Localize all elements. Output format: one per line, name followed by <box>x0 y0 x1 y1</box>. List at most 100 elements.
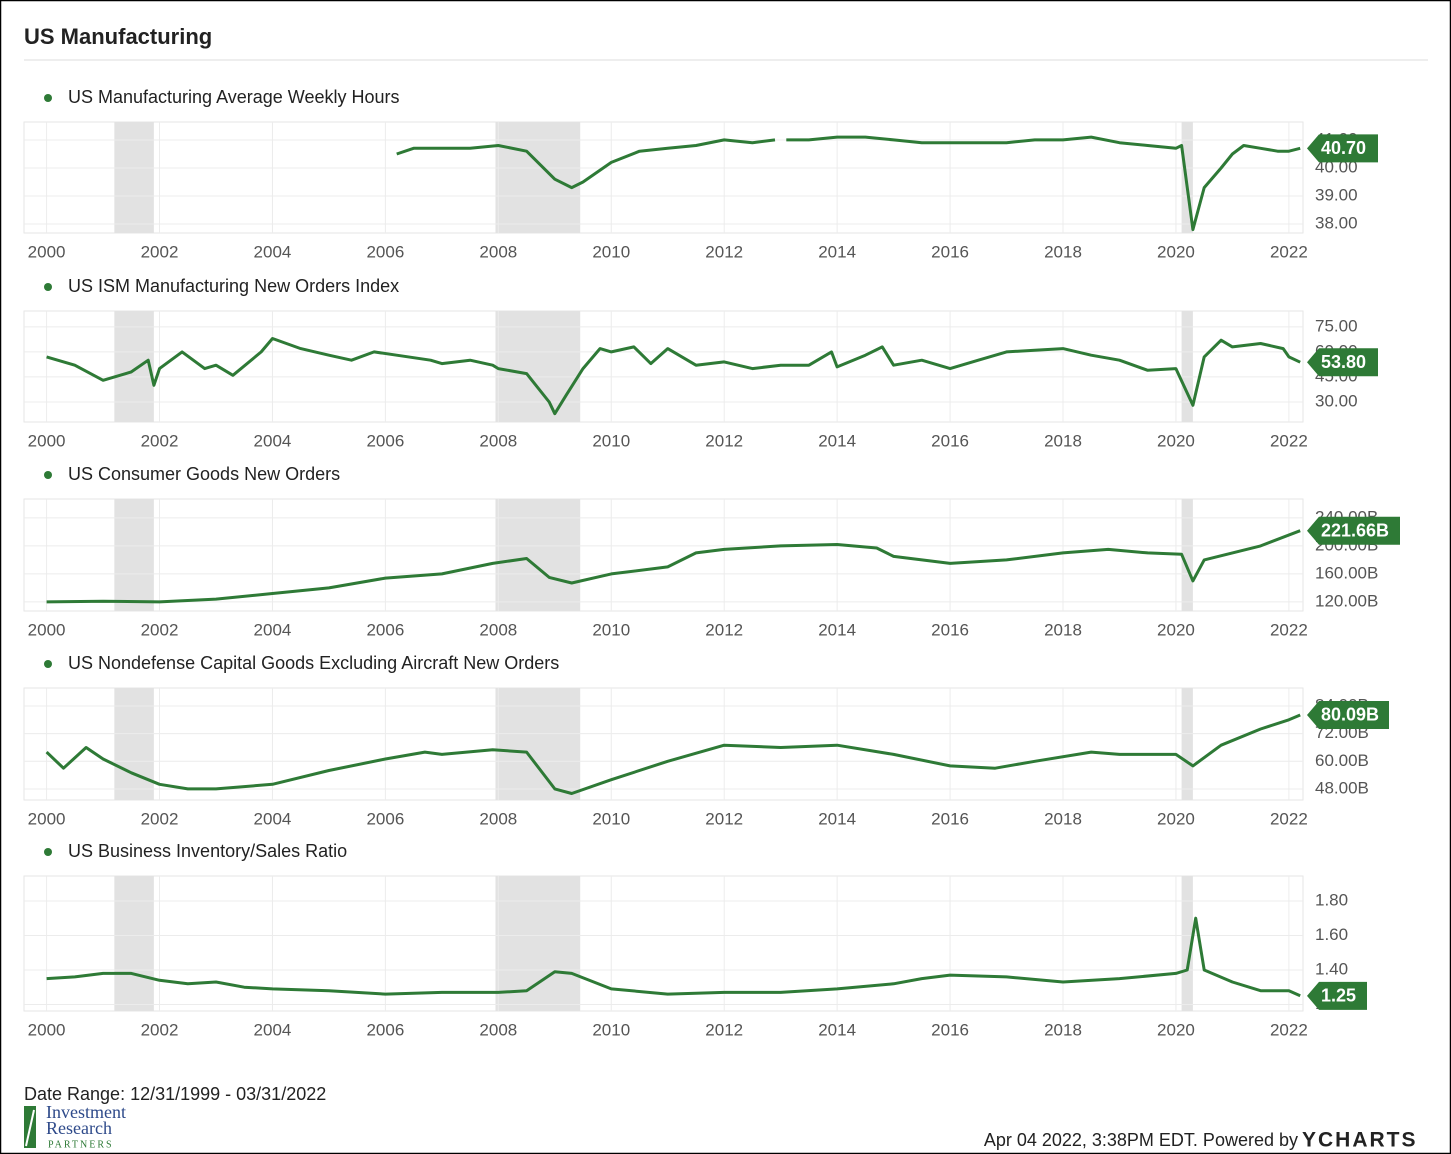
panel: US Nondefense Capital Goods Excluding Ai… <box>23 653 1389 828</box>
x-tick-label: 2000 <box>28 620 66 639</box>
x-tick-label: 2020 <box>1157 620 1195 639</box>
x-tick-label: 2016 <box>931 620 969 639</box>
shaded-range <box>1181 688 1193 800</box>
shaded-range <box>114 688 154 800</box>
data-line <box>46 337 1301 416</box>
data-line <box>46 916 1301 998</box>
data-line <box>396 138 776 190</box>
x-tick-label: 2014 <box>818 242 856 261</box>
x-tick-label: 2004 <box>254 620 292 639</box>
shaded-range <box>114 499 154 611</box>
y-tick-label: 120.00B <box>1315 591 1378 610</box>
shaded-range <box>495 499 581 611</box>
shaded-range <box>495 311 581 422</box>
value-label-box <box>1307 981 1367 1010</box>
panel: US ISM Manufacturing New Orders Index 200… <box>23 276 1378 450</box>
value-label-box <box>1307 516 1400 545</box>
logo: Investment Research PARTNERS <box>24 1102 126 1150</box>
y-tick-label: 1.80 <box>1315 890 1348 909</box>
value-label: 221.66B <box>1321 520 1389 540</box>
x-tick-label: 2002 <box>141 620 179 639</box>
y-tick-label: 38.00 <box>1315 214 1358 233</box>
date-range: Date Range: 12/31/1999 - 03/31/2022 <box>24 1084 326 1104</box>
y-tick-label: 1.40 <box>1315 959 1348 978</box>
x-tick-label: 2018 <box>1044 431 1082 450</box>
x-tick-label: 2014 <box>818 1020 856 1039</box>
x-tick-label: 2008 <box>479 620 517 639</box>
shaded-range <box>114 122 154 233</box>
value-label-box <box>1307 134 1378 163</box>
x-tick-label: 2008 <box>479 1020 517 1039</box>
y-tick-label: 75.00 <box>1315 316 1358 335</box>
legend-label: US ISM Manufacturing New Orders Index <box>68 276 399 296</box>
value-label: 80.09B <box>1321 705 1379 725</box>
x-tick-label: 2018 <box>1044 242 1082 261</box>
plot-frame <box>23 498 1304 612</box>
page-title: US Manufacturing <box>24 24 212 49</box>
logo-leaf <box>25 1109 35 1147</box>
x-tick-label: 2000 <box>28 809 66 828</box>
x-tick-label: 2022 <box>1270 1020 1308 1039</box>
legend-label: US Nondefense Capital Goods Excluding Ai… <box>68 653 559 673</box>
plot-frame <box>23 875 1304 1012</box>
x-tick-label: 2012 <box>705 1020 743 1039</box>
x-tick-label: 2006 <box>366 431 404 450</box>
y-tick-label: 30.00 <box>1315 391 1358 410</box>
x-tick-label: 2022 <box>1270 242 1308 261</box>
legend-label: US Consumer Goods New Orders <box>68 464 340 484</box>
x-tick-label: 2018 <box>1044 1020 1082 1039</box>
x-tick-label: 2006 <box>366 1020 404 1039</box>
shaded-range <box>114 876 154 1011</box>
legend-marker <box>44 471 52 479</box>
value-label-box <box>1307 700 1389 729</box>
x-tick-label: 2014 <box>818 431 856 450</box>
shaded-range <box>1181 499 1193 611</box>
y-tick-label: 60.00B <box>1315 751 1369 770</box>
y-tick-label: 1.60 <box>1315 925 1348 944</box>
x-tick-label: 2018 <box>1044 809 1082 828</box>
value-label-box <box>1307 348 1378 377</box>
brand: YCHARTS <box>1302 1129 1418 1152</box>
legend-marker <box>44 94 52 102</box>
plot-frame <box>23 687 1304 801</box>
x-tick-label: 2010 <box>592 809 630 828</box>
x-tick-label: 2002 <box>141 809 179 828</box>
x-tick-label: 2000 <box>28 242 66 261</box>
legend-label: US Manufacturing Average Weekly Hours <box>68 87 400 107</box>
shaded-range <box>1181 876 1193 1011</box>
panel: US Manufacturing Average Weekly Hours 200… <box>23 87 1378 261</box>
x-tick-label: 2018 <box>1044 620 1082 639</box>
x-tick-label: 2006 <box>366 242 404 261</box>
panel: US Consumer Goods New Orders 2000 2002 2004… <box>23 464 1400 639</box>
x-tick-label: 2016 <box>931 1020 969 1039</box>
x-tick-label: 2022 <box>1270 431 1308 450</box>
x-tick-label: 2006 <box>366 620 404 639</box>
data-line <box>45 713 1301 795</box>
value-label: 40.70 <box>1321 138 1366 158</box>
y-tick-label: 39.00 <box>1315 185 1358 204</box>
x-tick-label: 2002 <box>141 1020 179 1039</box>
logo-text: Investment <box>46 1102 126 1122</box>
x-tick-label: 2012 <box>705 620 743 639</box>
x-tick-label: 2010 <box>592 242 630 261</box>
x-tick-label: 2006 <box>366 809 404 828</box>
x-tick-label: 2016 <box>931 431 969 450</box>
x-tick-label: 2002 <box>141 431 179 450</box>
x-tick-label: 2008 <box>479 431 517 450</box>
x-tick-label: 2012 <box>705 431 743 450</box>
data-line <box>786 135 1301 232</box>
shaded-range <box>1181 311 1193 422</box>
footer: Apr 04 2022, 3:38PM EDT. Powered by <box>984 1130 1298 1150</box>
x-tick-label: 2016 <box>931 242 969 261</box>
x-tick-label: 2012 <box>705 242 743 261</box>
y-tick-label: 160.00B <box>1315 563 1378 582</box>
shaded-range <box>495 688 581 800</box>
x-tick-label: 2020 <box>1157 1020 1195 1039</box>
x-tick-label: 2004 <box>254 809 292 828</box>
x-tick-label: 2004 <box>254 1020 292 1039</box>
shaded-range <box>495 122 581 233</box>
data-line <box>46 529 1301 604</box>
